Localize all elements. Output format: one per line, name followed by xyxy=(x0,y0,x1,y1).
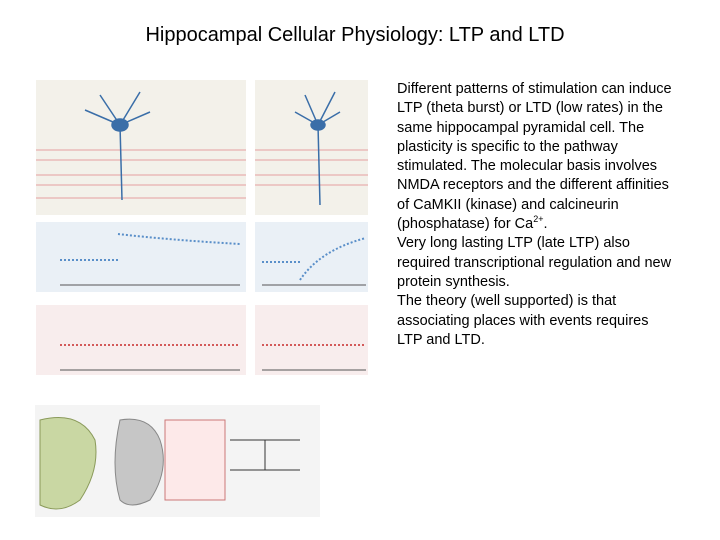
text-run: (phosphatase) for Ca xyxy=(397,216,534,233)
plot-axes xyxy=(60,284,366,371)
slide-title: Hippocampal Cellular Physiology: LTP and… xyxy=(145,24,565,46)
text-line: NMDA receptors and the different affinit… xyxy=(397,177,669,194)
text-line: (phosphatase) for Ca2+. xyxy=(397,215,717,234)
text-line: same hippocampal pyramidal cell. The xyxy=(397,119,645,136)
presynaptic xyxy=(39,417,97,510)
text-line: plasticity is specific to the pathway xyxy=(397,138,618,155)
plot-traces xyxy=(60,233,367,346)
neuron xyxy=(294,91,341,206)
plot-panels xyxy=(36,222,368,375)
text-line: required transcriptional regulation and … xyxy=(397,254,672,271)
text-line: associating places with events requires xyxy=(397,312,649,329)
neuron-figure-right xyxy=(255,80,368,215)
text-line: LTP (theta burst) or LTD (low rates) in … xyxy=(397,100,663,117)
text-line: LTP and LTD. xyxy=(397,331,485,348)
postsynaptic xyxy=(114,418,164,506)
neuron-figure-left xyxy=(36,80,246,215)
pathway-lines xyxy=(255,149,368,186)
pathway-lines xyxy=(36,149,246,199)
text-run: . xyxy=(543,216,548,233)
text-line: of CaMKII (kinase) and calcineurin xyxy=(397,196,619,213)
text-line: The theory (well supported) is that xyxy=(397,293,617,310)
inset-box xyxy=(164,419,226,501)
body-text: Different patterns of stimulation can in… xyxy=(397,80,717,350)
superscript: 2+ xyxy=(533,214,544,225)
text-line: Very long lasting LTP (late LTP) also xyxy=(397,235,630,252)
text-line: protein synthesis. xyxy=(397,273,510,290)
text-line: Different patterns of stimulation can in… xyxy=(397,81,672,97)
neuron xyxy=(84,91,151,201)
pathway-arrows xyxy=(230,439,300,471)
text-line: stimulated. The molecular basis involves xyxy=(397,158,658,175)
